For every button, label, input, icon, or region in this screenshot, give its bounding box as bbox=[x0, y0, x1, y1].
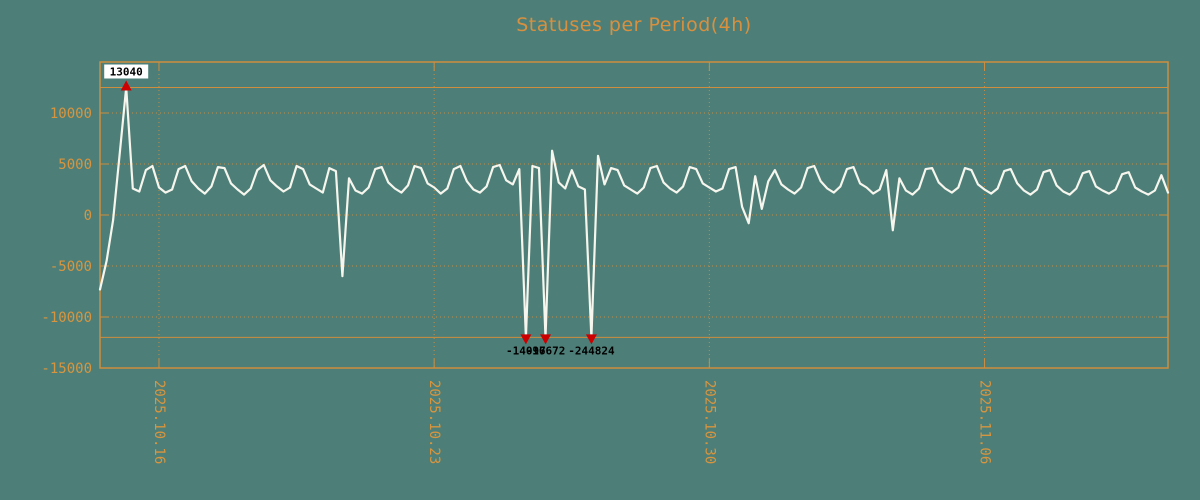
y-tick-label: 10000 bbox=[50, 106, 92, 122]
annotation-label-bg bbox=[104, 64, 149, 79]
annotation-min-label: -16672 bbox=[526, 344, 566, 357]
y-tick-label: -10000 bbox=[41, 310, 92, 326]
y-tick-label: -5000 bbox=[50, 259, 92, 275]
x-tick-label: 2025.11.06 bbox=[977, 380, 993, 464]
x-tick-label: 2025.10.30 bbox=[701, 380, 717, 464]
annotation-min-label: -244824 bbox=[568, 344, 615, 357]
x-tick-label: 2025.10.23 bbox=[426, 380, 442, 464]
max-marker-up-arrow-icon bbox=[120, 80, 132, 91]
min-marker-down-arrow-icon bbox=[585, 334, 597, 345]
x-tick-label: 2025.10.16 bbox=[151, 380, 167, 464]
min-marker-down-arrow-icon bbox=[540, 334, 552, 345]
chart-title: Statuses per Period(4h) bbox=[516, 14, 752, 36]
min-marker-down-arrow-icon bbox=[520, 334, 532, 345]
plot-border bbox=[99, 61, 1169, 369]
annotation-min-label: -14097 bbox=[506, 344, 546, 357]
series-line bbox=[98, 86, 1170, 339]
y-tick-label: 5000 bbox=[58, 157, 92, 173]
annotation-max-label: 13040 bbox=[110, 66, 143, 79]
y-tick-label: 0 bbox=[84, 208, 92, 224]
y-tick-label: -15000 bbox=[41, 361, 92, 377]
